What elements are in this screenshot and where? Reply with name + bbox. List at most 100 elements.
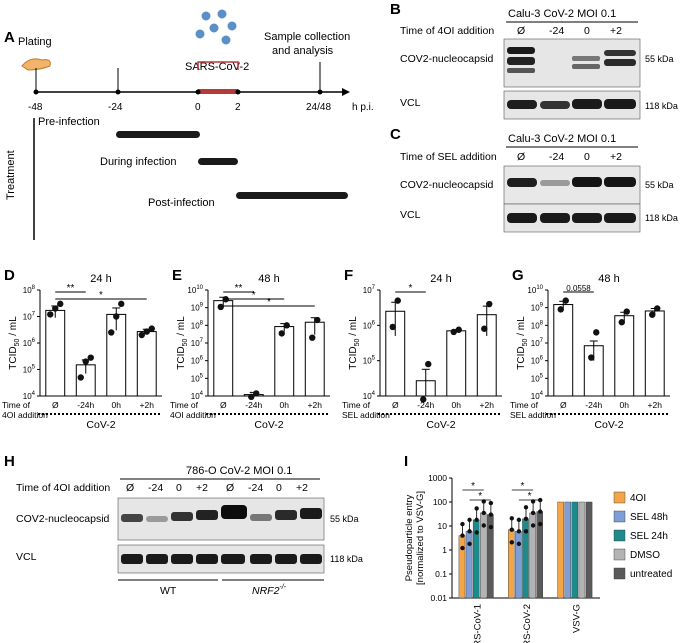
chart-d-point <box>52 305 59 312</box>
chart-i-legend-label: SEL 24h <box>630 531 668 542</box>
chart-f-point <box>455 326 462 333</box>
blot-b-bands-2 <box>507 99 636 109</box>
post-infection-label: Post-infection <box>148 197 215 209</box>
chart-g-ytick-label: 109 <box>531 303 544 313</box>
chart-g-point <box>557 306 564 313</box>
chart-g-point <box>562 297 569 304</box>
panel-e-letter: E <box>172 267 182 284</box>
chart-i-legend-label: 4OI <box>630 493 646 504</box>
chart-i-point <box>538 521 543 527</box>
chart-g-point <box>623 308 630 315</box>
chart-f-xtick-label: -24h <box>417 400 434 410</box>
chart-e-point <box>217 303 224 311</box>
panel-b-letter: B <box>390 1 401 18</box>
blot-h-group-wt: WT <box>160 585 177 597</box>
chart-e-ytick-label: 1010 <box>187 285 203 295</box>
blot-b-lane-3: 0 <box>584 25 590 37</box>
chart-i-xtick-label: SARS-CoV-2 <box>522 604 533 643</box>
blot-b-time-label: Time of 4OI addition <box>400 25 494 37</box>
chart-f-sig-label: * <box>409 283 413 294</box>
chart-e-bar <box>274 326 295 397</box>
chart-f-xtick-label: Ø <box>392 400 399 410</box>
chart-i: 0.01 0.1 1 10 100 1000 Pseudoparticle entry [no… <box>404 473 672 643</box>
chart-g-xtick-label: -24h <box>585 400 602 410</box>
chart-i-ytick-label: 1000 <box>428 473 447 483</box>
chart-e-bar <box>213 300 234 397</box>
chart-i-point <box>530 523 536 528</box>
virus-icon <box>195 9 237 45</box>
chart-f-group-label: CoV-2 <box>426 419 455 431</box>
blot-h-lane-7: 0 <box>276 482 282 494</box>
chart-i-legend-label: SEL 48h <box>630 512 668 523</box>
chart-d-bar <box>136 331 157 397</box>
panel-h-letter: H <box>4 453 15 470</box>
chart-i-legend-swatch <box>613 510 626 523</box>
chart-i-ylabel-1: Pseudoparticle entry <box>404 494 415 581</box>
chart-i-point <box>467 517 472 523</box>
chart-e-point <box>283 322 290 329</box>
chart-e-xrow-label-2: 4OI addition <box>170 410 216 420</box>
collection-label-1: Sample collection <box>264 31 350 43</box>
panel-g-letter: G <box>512 267 524 284</box>
chart-d-xtick-label: 0h <box>112 400 122 410</box>
chart-g-ylabel: TCID50 / mL <box>516 316 529 370</box>
blot-h-band1-label: COV2-nucleocapsid <box>16 513 110 525</box>
chart-e-point <box>253 390 260 397</box>
blot-h-band1-kda: 55 kDa <box>330 514 359 524</box>
chart-i-point <box>523 505 529 510</box>
chart-f-point <box>450 328 457 336</box>
chart-e-sig-label: * <box>252 290 256 301</box>
blot-b-band2-kda: 118 kDa <box>645 101 678 111</box>
chart-f-xtick-label: 0h <box>452 400 462 410</box>
tick-label-1: -48 <box>28 102 43 113</box>
chart-i-bar <box>564 501 571 599</box>
chart-e-ytick-label: 107 <box>191 338 204 348</box>
chart-g-bar <box>553 304 574 397</box>
chart-g-point <box>588 354 595 361</box>
chart-d-point <box>118 300 125 308</box>
chart-i-point <box>516 517 522 523</box>
chart-i-point <box>523 529 529 534</box>
chart-i-legend-label: DMSO <box>630 550 660 561</box>
chart-i-ytick-label: 1 <box>442 545 447 555</box>
tick-label-2: -24 <box>108 102 123 113</box>
chart-g-ytick-label: 105 <box>531 373 544 383</box>
chart-i-point <box>474 530 479 535</box>
chart-d-point <box>108 329 115 336</box>
chart-f-xrow-label-1: Time of <box>342 400 371 410</box>
blot-h-header: 786-O CoV-2 MOI 0.1 <box>186 465 292 477</box>
panel-a: A Plating SARS-CoV-2 Sample collection a… <box>4 9 374 240</box>
chart-e-sig-label: * <box>267 297 271 308</box>
chart-e-xtick-label: +2h <box>308 400 323 410</box>
chart-i-ylabel-2: [normalized to VSV-G] <box>415 491 426 585</box>
chart-g-ytick-label: 1010 <box>527 285 543 295</box>
chart-d-point <box>57 300 64 308</box>
chart-i-bar <box>515 531 522 599</box>
panel-f-letter: F <box>344 267 353 284</box>
chart-g-bar <box>644 310 665 397</box>
tick-label-4: 2 <box>235 102 241 113</box>
blot-b-band2-label: VCL <box>400 97 421 109</box>
chart-f-ytick-label: 106 <box>363 320 376 330</box>
chart-g-xrow-label-1: Time of <box>510 400 539 410</box>
chart-e-ytick-label: 109 <box>191 303 204 313</box>
chart-d: 24 h 104 105 106 107 108 TCID50 / mL Ø -24h 0h +2h… <box>2 273 162 431</box>
chart-d-ylabel: TCID50 / mL <box>8 316 21 370</box>
chart-i-point <box>488 500 494 506</box>
chart-g-sig-label: 0.0558 <box>566 284 591 293</box>
blot-b-bands-1 <box>507 47 636 73</box>
blot-c-bands-1 <box>507 177 636 187</box>
chart-d-point <box>143 328 150 335</box>
timeline-ticks <box>33 62 323 95</box>
chart-e-ytick-label: 105 <box>191 373 204 383</box>
blot-h-bands-2 <box>121 554 322 564</box>
chart-g-ytick-label: 104 <box>531 391 544 401</box>
chart-i-point <box>488 524 494 530</box>
chart-e-xtick-label: Ø <box>220 400 227 410</box>
blot-c-time-label: Time of SEL addition <box>400 151 497 163</box>
chart-e-point <box>278 330 285 337</box>
chart-i-point <box>474 517 479 523</box>
chart-i-sig-label: * <box>478 491 482 502</box>
tick-label-5: 24/48 <box>306 102 331 113</box>
